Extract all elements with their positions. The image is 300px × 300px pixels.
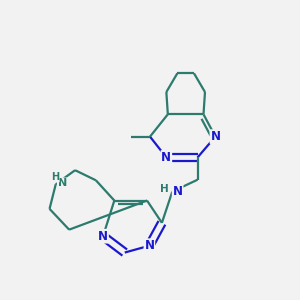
- Text: N: N: [161, 151, 171, 164]
- Text: H: H: [51, 172, 59, 182]
- Text: N: N: [144, 239, 154, 252]
- Text: N: N: [172, 185, 183, 198]
- Text: N: N: [210, 130, 220, 143]
- Text: N: N: [58, 178, 67, 188]
- Text: H: H: [160, 184, 169, 194]
- Text: N: N: [98, 230, 108, 243]
